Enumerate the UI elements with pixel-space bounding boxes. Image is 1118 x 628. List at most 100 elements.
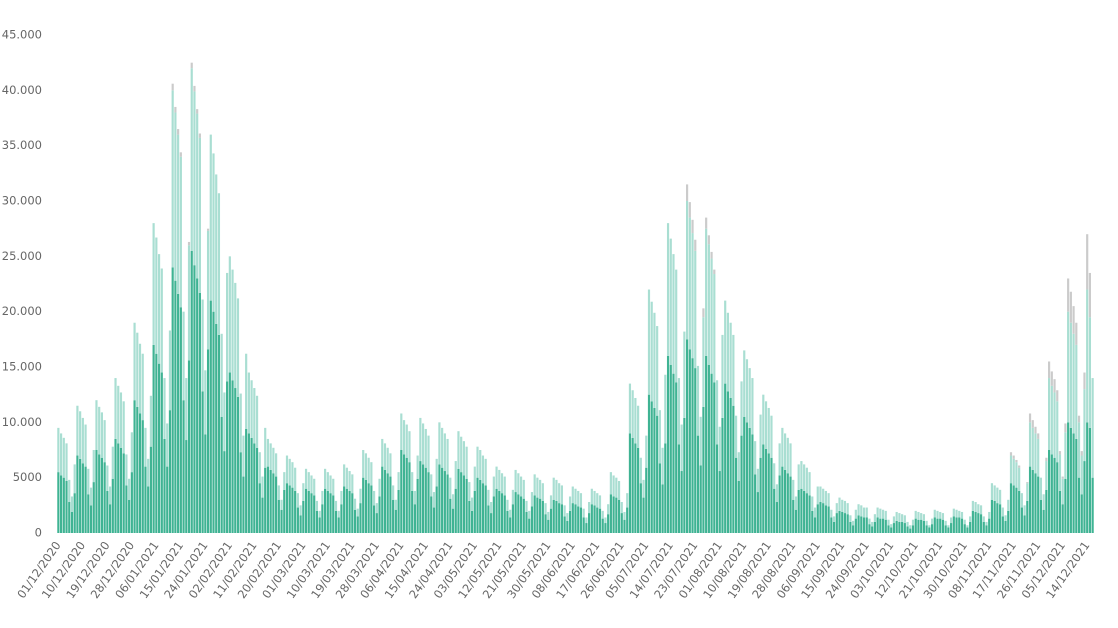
bar xyxy=(372,505,376,533)
bar xyxy=(871,526,874,533)
bar xyxy=(185,378,188,441)
bar xyxy=(1045,461,1048,490)
bar xyxy=(691,233,694,359)
bar xyxy=(568,510,572,533)
bar xyxy=(1015,487,1018,533)
bar xyxy=(500,473,504,494)
bar xyxy=(247,372,250,434)
bar xyxy=(307,490,310,533)
bar xyxy=(1080,494,1083,533)
bar xyxy=(960,518,964,533)
bar xyxy=(81,417,84,464)
bar xyxy=(375,503,378,514)
bar xyxy=(1064,478,1067,533)
bar xyxy=(977,513,980,533)
bar xyxy=(1015,462,1018,488)
bar xyxy=(770,415,773,458)
bar xyxy=(805,467,808,494)
bar xyxy=(868,518,871,525)
bar xyxy=(895,511,898,521)
bar xyxy=(628,433,632,533)
bar xyxy=(579,507,583,533)
bar xyxy=(544,503,547,515)
bar xyxy=(522,498,525,533)
bar xyxy=(590,488,593,505)
bar xyxy=(808,495,811,533)
y-tick-label: 40.000 xyxy=(2,83,42,97)
bar xyxy=(470,510,474,533)
bar xyxy=(353,498,357,510)
bar xyxy=(854,509,857,519)
bar xyxy=(522,479,525,499)
bar xyxy=(443,433,446,472)
bar xyxy=(1045,457,1048,462)
bar xyxy=(351,474,354,494)
bar xyxy=(1037,433,1040,439)
bar xyxy=(950,523,953,533)
bar xyxy=(454,461,457,489)
bar xyxy=(596,493,599,508)
bar xyxy=(519,496,523,533)
bar xyxy=(1020,507,1023,533)
bar xyxy=(925,520,928,526)
bar xyxy=(718,471,721,533)
bar xyxy=(168,330,172,411)
bar xyxy=(1018,465,1021,468)
bar xyxy=(658,463,661,533)
bar xyxy=(283,489,286,533)
bar xyxy=(479,450,482,480)
bar xyxy=(1001,507,1004,517)
bar xyxy=(487,489,490,506)
bar xyxy=(79,411,82,459)
bar xyxy=(389,453,392,477)
bar xyxy=(803,490,806,533)
bar xyxy=(302,500,305,533)
bar xyxy=(149,395,152,447)
bar xyxy=(884,519,887,533)
bar xyxy=(656,326,659,416)
bar xyxy=(563,505,566,517)
bar xyxy=(381,466,384,533)
bar xyxy=(705,217,708,229)
bar xyxy=(1061,478,1064,505)
bar xyxy=(947,525,950,528)
bar xyxy=(1028,422,1032,467)
bar xyxy=(479,479,482,533)
bar xyxy=(843,513,847,533)
bar xyxy=(694,250,697,369)
bar xyxy=(291,462,294,488)
bar xyxy=(860,516,863,533)
bar xyxy=(427,472,430,533)
bar xyxy=(95,400,98,450)
y-tick-label: 35.000 xyxy=(2,138,42,152)
bar xyxy=(1088,272,1092,318)
bar xyxy=(337,510,340,518)
bar xyxy=(383,469,387,533)
bar xyxy=(114,438,117,533)
bar xyxy=(999,489,1002,505)
bar xyxy=(566,513,569,521)
bar xyxy=(525,511,528,533)
bar xyxy=(800,488,803,533)
bar xyxy=(724,300,727,384)
bar xyxy=(506,499,509,511)
bar xyxy=(702,317,705,407)
bar xyxy=(721,334,724,418)
bar xyxy=(827,506,830,533)
bar xyxy=(713,382,716,533)
bar xyxy=(669,364,672,533)
bar xyxy=(206,228,210,231)
bar xyxy=(517,494,520,533)
bar xyxy=(857,504,860,516)
bar xyxy=(558,483,561,504)
bar xyxy=(865,517,868,533)
bar xyxy=(849,515,852,522)
bar xyxy=(84,424,87,467)
bar xyxy=(729,397,732,533)
bar xyxy=(1075,344,1078,439)
bar xyxy=(936,510,939,519)
bar xyxy=(832,521,836,533)
bar xyxy=(275,453,278,477)
bar xyxy=(465,478,468,533)
